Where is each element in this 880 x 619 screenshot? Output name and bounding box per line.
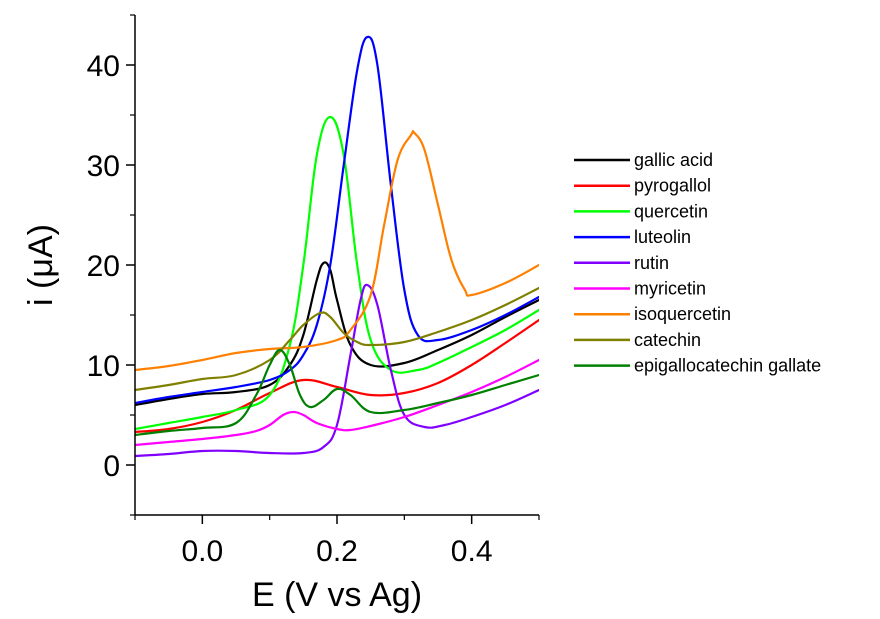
x-tick-label: 0.4 <box>451 535 493 568</box>
legend-label: quercetin <box>634 201 708 221</box>
legend: gallic acid pyrogallol quercetin luteolin ru… <box>574 150 821 376</box>
legend-label: catechin <box>634 330 701 350</box>
series-line-epigallocatechin-gallate <box>135 348 539 437</box>
x-axis-ticks: 0.0 0.2 0.4 <box>134 515 540 568</box>
x-axis-title: E (V vs Ag) <box>252 576 422 614</box>
y-tick-label: 10 <box>87 350 120 383</box>
legend-item: myricetin <box>574 279 706 299</box>
legend-label: gallic acid <box>634 150 713 170</box>
legend-label: isoquercetin <box>634 304 731 324</box>
legend-item: rutin <box>574 253 669 273</box>
x-tick-label: 0.0 <box>181 535 223 568</box>
legend-item: gallic acid <box>574 150 713 170</box>
legend-item: luteolin <box>574 227 691 247</box>
legend-label: epigallocatechin gallate <box>634 356 821 376</box>
legend-label: myricetin <box>634 279 706 299</box>
legend-item: quercetin <box>574 201 708 221</box>
legend-label: luteolin <box>634 227 691 247</box>
legend-item: pyrogallol <box>574 176 711 196</box>
legend-label: rutin <box>634 253 669 273</box>
series-line-pyrogallol <box>135 318 539 434</box>
series-line-catechin <box>135 286 539 392</box>
y-axis-ticks: 0 10 20 30 40 <box>87 14 135 516</box>
y-axis-title: i (μA) <box>22 224 60 306</box>
series-line-isoquercetin <box>135 130 539 372</box>
plot-area <box>135 35 539 458</box>
x-tick-label: 0.2 <box>316 535 358 568</box>
y-tick-label: 0 <box>103 450 120 483</box>
legend-item: epigallocatechin gallate <box>574 356 821 376</box>
series-line-luteolin <box>135 35 539 405</box>
series-line-gallic-acid <box>135 261 539 407</box>
legend-item: catechin <box>574 330 701 350</box>
y-tick-label: 30 <box>87 150 120 183</box>
series-line-myricetin <box>135 358 539 447</box>
series-line-rutin <box>135 283 539 458</box>
y-tick-label: 40 <box>87 50 120 83</box>
y-tick-label: 20 <box>87 250 120 283</box>
legend-label: pyrogallol <box>634 176 711 196</box>
legend-item: isoquercetin <box>574 304 731 324</box>
series-line-quercetin <box>135 115 539 431</box>
